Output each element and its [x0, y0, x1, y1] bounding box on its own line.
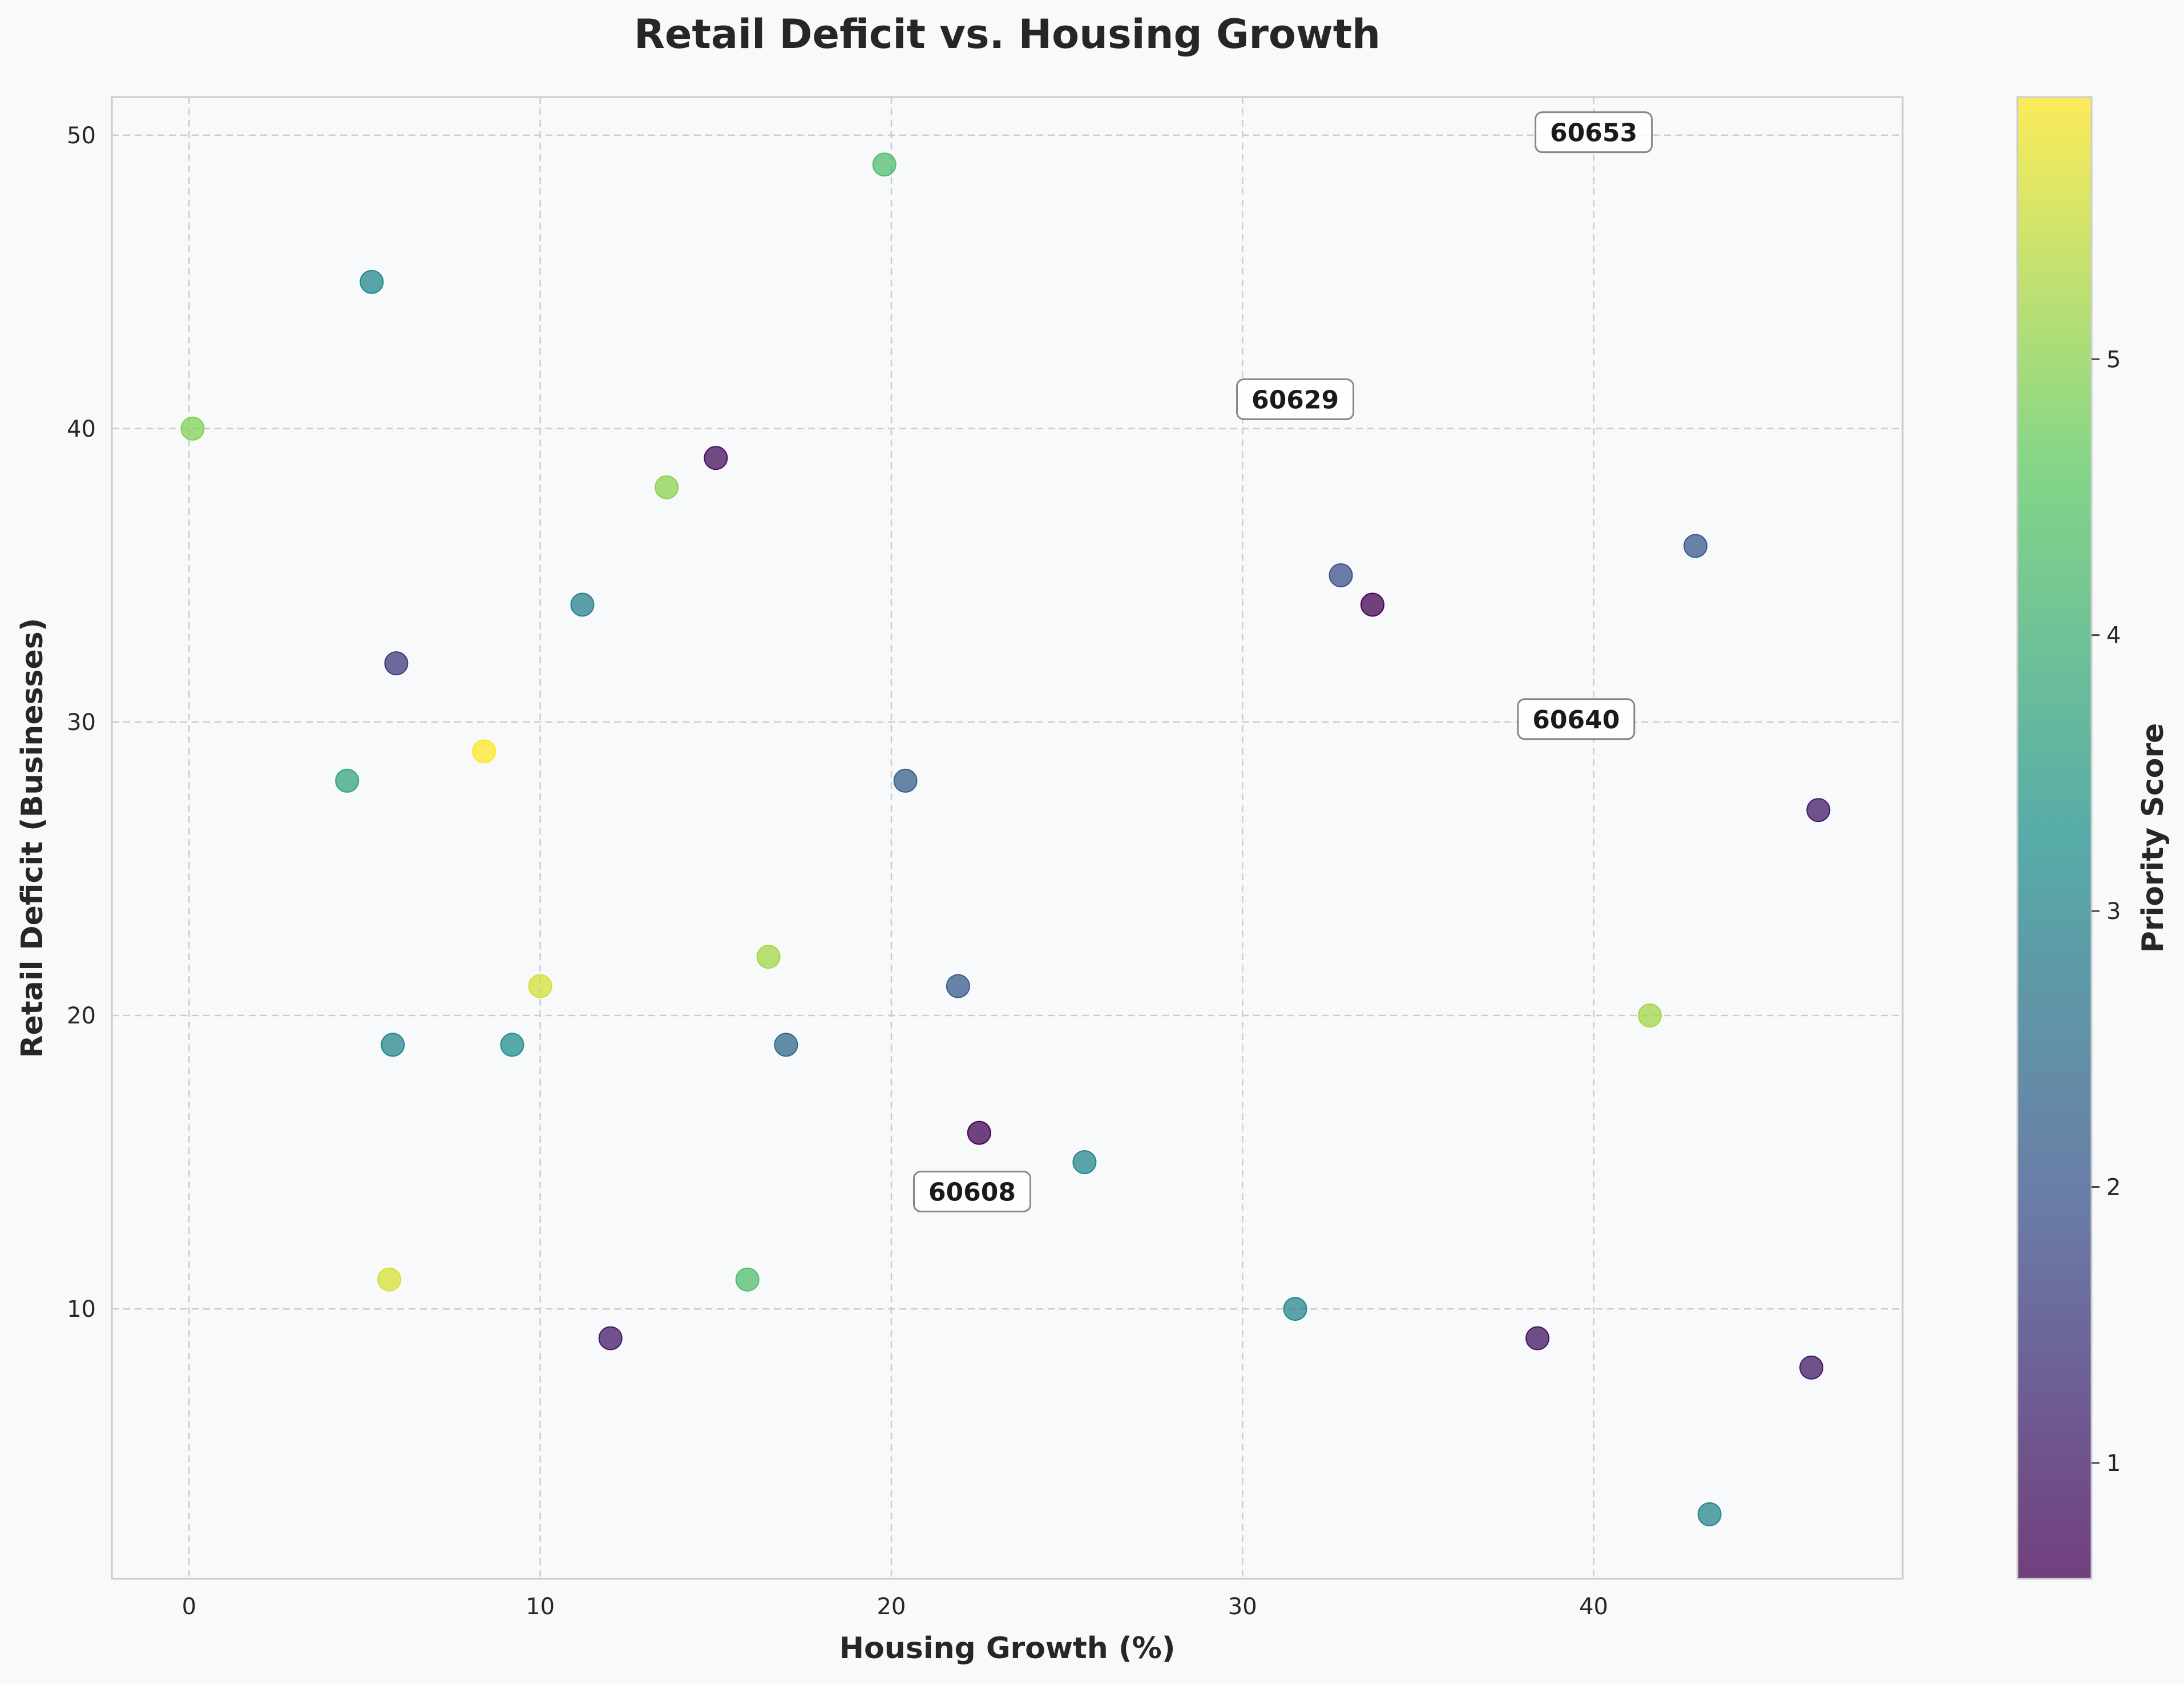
- scatter-point: [1697, 1502, 1722, 1526]
- scatter-point: [472, 739, 496, 764]
- chart-title: Retail Deficit vs. Housing Growth: [634, 11, 1380, 58]
- x-tick-label: 0: [182, 1594, 196, 1620]
- x-axis-label: Housing Growth (%): [839, 1631, 1175, 1666]
- annotation-label: 60629: [1252, 385, 1339, 414]
- y-tick-label: 50: [67, 123, 96, 149]
- colorbar-label: Priority Score: [2136, 723, 2170, 953]
- scatter-point: [756, 945, 781, 969]
- y-tick-label: 20: [67, 1003, 96, 1029]
- x-tick-label: 30: [1228, 1594, 1257, 1620]
- scatter-point: [1525, 1326, 1550, 1351]
- scatter-point: [1072, 1150, 1097, 1175]
- y-tick-label: 40: [67, 416, 96, 442]
- plot-area: [111, 96, 1904, 1580]
- scatter-point: [1329, 563, 1353, 587]
- scatter-point: [1683, 534, 1707, 558]
- y-tick-label: 10: [67, 1296, 96, 1323]
- annotation-box: [1535, 111, 1653, 154]
- annotation-box: [913, 1170, 1031, 1212]
- scatter-point: [570, 592, 595, 617]
- scatter-point: [360, 269, 384, 294]
- scatter-point: [1283, 1297, 1307, 1321]
- annotation-label: 60608: [928, 1178, 1016, 1207]
- annotations: 60653 60629 60640 60608: [913, 111, 1653, 1212]
- colorbar-tick-label: 1: [2106, 1450, 2121, 1477]
- x-tick-label: 40: [1579, 1594, 1608, 1620]
- scatter-point: [655, 475, 679, 499]
- colorbar: 1 2 3 4 5: [2016, 96, 2121, 1580]
- colorbar-tick-label: 5: [2106, 346, 2121, 373]
- scatter-point: [1799, 1355, 1824, 1380]
- grid: [112, 97, 1903, 1579]
- scatter-point: [893, 768, 918, 793]
- colorbar-tick-label: 2: [2106, 1175, 2121, 1201]
- annotation-box: [1236, 378, 1355, 420]
- scatter-point: [500, 1033, 524, 1057]
- annotation: 60629: [1236, 378, 1355, 420]
- annotation: 60608: [913, 1170, 1031, 1212]
- annotation-label: 60653: [1550, 119, 1637, 148]
- scatter-point: [598, 1326, 623, 1351]
- axis-ticks: 0 10 20 30 40 10 20 30 40 50: [67, 123, 1608, 1620]
- scatter-point: [528, 974, 552, 998]
- annotation-box: [1517, 698, 1636, 740]
- colorbar-gradient: [2016, 96, 2093, 1580]
- y-axis-label: Retail Deficit (Businesses): [15, 618, 50, 1058]
- scatter-point: [872, 152, 897, 177]
- x-tick-label: 10: [526, 1594, 555, 1620]
- annotation: 60653: [1535, 111, 1653, 154]
- scatter-point: [1806, 798, 1831, 823]
- scatter-point: [735, 1267, 760, 1292]
- scatter-point: [384, 651, 409, 676]
- scatter-points: [180, 152, 1831, 1526]
- scatter-point: [180, 416, 205, 441]
- scatter-point: [1360, 592, 1384, 617]
- scatter-point: [377, 1267, 402, 1292]
- scatter-point: [1637, 1003, 1662, 1028]
- x-tick-label: 20: [877, 1594, 906, 1620]
- annotation: 60640: [1517, 698, 1636, 740]
- scatter-point: [946, 974, 970, 998]
- annotation-label: 60640: [1532, 706, 1620, 735]
- scatter-point: [704, 446, 728, 470]
- scatter-point: [967, 1120, 991, 1145]
- scatter-point: [774, 1033, 798, 1057]
- colorbar-tick-label: 4: [2106, 623, 2121, 649]
- y-tick-label: 30: [67, 710, 96, 736]
- colorbar-tick-label: 3: [2106, 898, 2121, 925]
- scatter-point: [335, 768, 360, 793]
- scatter-point: [381, 1033, 405, 1057]
